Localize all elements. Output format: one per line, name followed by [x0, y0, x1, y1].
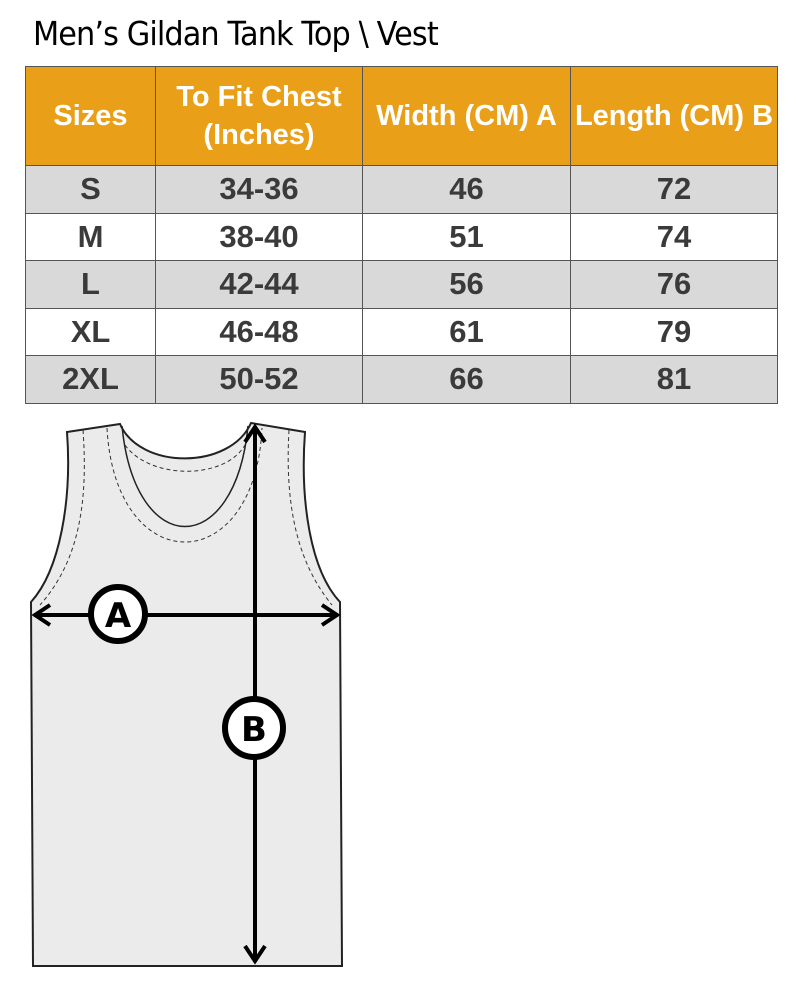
arrow-right-head [320, 603, 341, 627]
cell: 38-40 [155, 212, 363, 261]
left-armhole-stitch [39, 429, 85, 606]
header-row: Sizes To Fit Chest (Inches) Width (CM) A… [25, 66, 778, 166]
cell: 42-44 [155, 260, 363, 309]
tank-top-outline [29, 421, 344, 967]
header-width: Width (CM) A [362, 66, 571, 166]
arrow-bottom-head [243, 944, 267, 965]
cell: 61 [362, 307, 571, 356]
cell: 72 [570, 165, 778, 214]
label-b: B [241, 710, 267, 750]
cell: 74 [570, 212, 778, 261]
size-chart-table: Sizes To Fit Chest (Inches) Width (CM) A… [25, 66, 778, 404]
cell: 66 [362, 355, 571, 404]
cell: 34-36 [155, 165, 363, 214]
arrow-top-head [243, 423, 267, 444]
label-b-circle [222, 696, 286, 760]
cell: XL [25, 307, 156, 356]
table-row: XL 46-48 61 79 [25, 307, 778, 356]
label-a: A [105, 596, 132, 636]
cell: 76 [570, 260, 778, 309]
table-row: S 34-36 46 72 [25, 165, 778, 214]
header-chest: To Fit Chest (Inches) [155, 66, 363, 166]
table-row: L 42-44 56 76 [25, 260, 778, 309]
cell: M [25, 212, 156, 261]
arrow-left-head [31, 603, 52, 627]
neckline-inner [121, 425, 249, 528]
cell: 46 [362, 165, 571, 214]
cell: 50-52 [155, 355, 363, 404]
label-a-circle [88, 584, 148, 644]
neck-front-band [124, 444, 246, 472]
cell: 81 [570, 355, 778, 404]
cell: 79 [570, 307, 778, 356]
cell: 46-48 [155, 307, 363, 356]
cell: 51 [362, 212, 571, 261]
table-row: 2XL 50-52 66 81 [25, 355, 778, 404]
right-armhole-stitch [287, 429, 333, 606]
page-title: Men’s Gildan Tank Top \ Vest [33, 14, 439, 53]
cell: S [25, 165, 156, 214]
header-length: Length (CM) B [570, 66, 778, 166]
cell: 56 [362, 260, 571, 309]
neckline-stitch [106, 427, 263, 543]
table-row: M 38-40 51 74 [25, 212, 778, 261]
header-sizes: Sizes [25, 66, 156, 166]
